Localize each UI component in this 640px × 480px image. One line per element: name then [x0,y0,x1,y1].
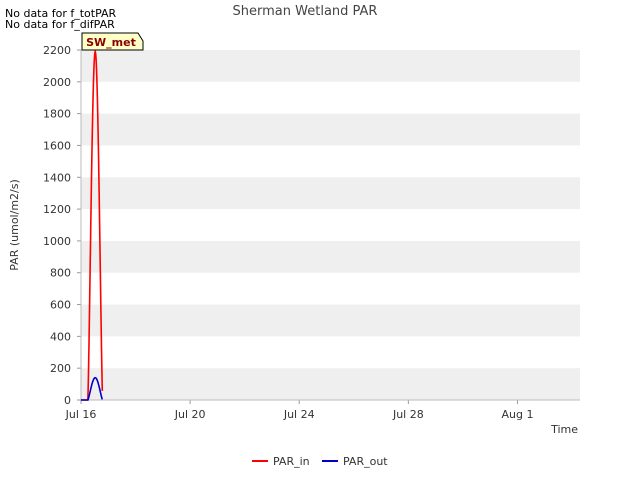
no-data-note-totpar: No data for f_totPAR [5,7,117,20]
x-axis-ticks: Jul 16 Jul 20 Jul 24 Jul 28 Aug 1 [65,400,533,421]
y-tick-label: 2200 [43,44,71,57]
chart-title: Sherman Wetland PAR [233,4,378,19]
grid-band [81,368,580,400]
x-tick-label: Jul 20 [174,408,206,421]
grid-band [81,304,580,337]
x-tick-label: Jul 24 [283,408,315,421]
y-tick-label: 1600 [43,139,71,152]
y-tick-label: 0 [64,394,71,407]
plot-area [81,50,580,400]
legend-label-par-in: PAR_in [273,455,310,468]
legend: PAR_in PAR_out [252,455,388,468]
grid-band [81,240,580,273]
y-tick-label: 400 [50,330,71,343]
x-tick-label: Jul 16 [65,408,97,421]
y-axis-ticks: 0 200 400 600 800 1000 1200 1400 1600 1800 2000 220… [43,44,81,407]
x-axis-label: Time [550,423,578,436]
badge-shape [81,32,144,51]
x-tick-label: Aug 1 [501,408,533,421]
x-tick-label: Jul 28 [392,408,424,421]
grid-band [81,177,580,210]
no-data-note-difpar: No data for f_difPAR [5,18,115,31]
badge-label: SW_met [86,36,136,49]
background-bands [81,50,580,400]
series-lines [81,49,104,401]
sw-met-badge: SW_met [81,32,144,51]
grid-band [81,50,580,82]
y-tick-label: 200 [50,362,71,375]
series-line-par-out [81,376,104,401]
y-tick-label: 800 [50,267,71,280]
legend-label-par-out: PAR_out [343,455,388,468]
y-tick-label: 1200 [43,203,71,216]
y-tick-label: 1400 [43,171,71,184]
y-tick-label: 2000 [43,76,71,89]
y-tick-label: 1000 [43,235,71,248]
y-tick-label: 600 [50,299,71,312]
grid-band [81,113,580,146]
y-tick-label: 1800 [43,108,71,121]
y-axis-label: PAR (umol/m2/s) [8,179,21,271]
